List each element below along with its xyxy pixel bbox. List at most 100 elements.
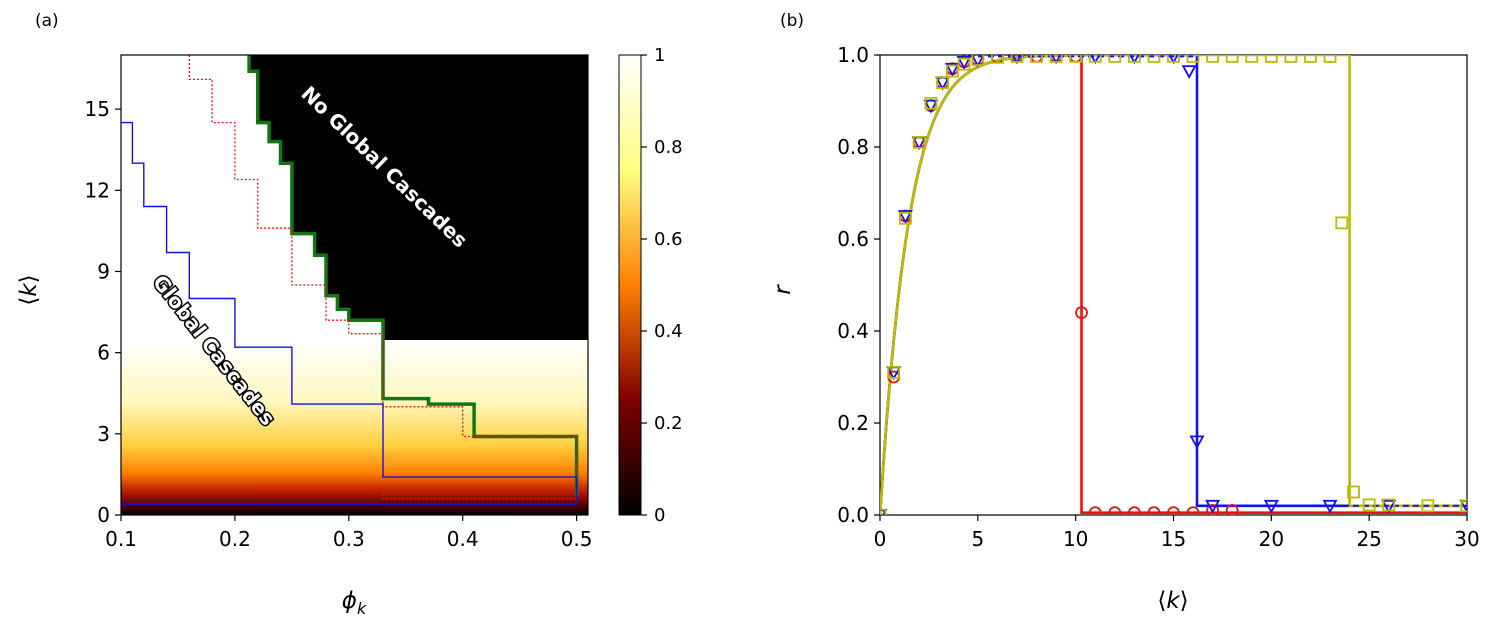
marker-yellow-square xyxy=(1127,55,1141,63)
marker-yellow-square xyxy=(1362,498,1376,512)
marker-blue-triangle xyxy=(1381,499,1397,514)
marker-yellow-square xyxy=(971,55,985,66)
marker-yellow-square xyxy=(1304,55,1317,63)
heatmap-axes: 0.1 0.2 0.3 0.4 0.5 0 3 6 9 12 15 xyxy=(85,97,593,551)
marker-yellow-square xyxy=(1264,55,1278,63)
heatmap-ytick-label: 6 xyxy=(97,341,110,365)
marker-blue-triangle xyxy=(1263,499,1279,514)
heatmap-xtick-label: 0.4 xyxy=(447,527,479,551)
marker-red-circle xyxy=(1186,506,1200,515)
curve-yellow xyxy=(880,55,1467,515)
line-plot-ytick-label: 0.6 xyxy=(837,227,869,251)
marker-blue-triangle xyxy=(1129,55,1140,65)
marker-yellow-square xyxy=(957,57,971,71)
marker-blue-triangle xyxy=(1090,55,1101,65)
line-plot-ytick-label: 0.4 xyxy=(837,319,869,343)
heatmap-ytick-label: 0 xyxy=(97,503,110,527)
marker-yellow-square xyxy=(1167,55,1180,63)
panel-b-label: (b) xyxy=(780,11,804,31)
marker-red-circle xyxy=(1088,506,1102,515)
marker-yellow-square xyxy=(936,76,950,89)
marker-blue-triangle xyxy=(923,99,939,114)
marker-yellow-square xyxy=(1347,485,1360,499)
marker-yellow-square xyxy=(1421,499,1435,513)
marker-yellow-square xyxy=(1108,55,1122,63)
marker-yellow-square xyxy=(945,64,959,78)
marker-yellow-square xyxy=(887,365,901,379)
colorbar-tick-label: 0.8 xyxy=(654,137,683,158)
line-plot-xtick-label: 20 xyxy=(1259,527,1284,551)
marker-red-circle xyxy=(1127,506,1141,515)
marker-yellow-square xyxy=(1069,55,1083,63)
heatmap-blue-boundary xyxy=(121,121,578,505)
heatmap-ytick-label: 12 xyxy=(85,178,110,202)
marker-blue-triangle xyxy=(1189,435,1205,450)
heatmap-xtick-label: 0.5 xyxy=(561,527,593,551)
marker-yellow-square xyxy=(1147,55,1161,63)
colorbar xyxy=(618,54,642,516)
line-plot-xtick-label: 25 xyxy=(1356,527,1381,551)
line-plot-xtick-label: 15 xyxy=(1161,527,1186,551)
marker-blue-triangle xyxy=(1051,55,1062,65)
marker-blue-triangle xyxy=(897,210,913,224)
heatmap-ytick-label: 3 xyxy=(97,422,110,446)
line-plot-xtick-label: 30 xyxy=(1454,527,1479,551)
marker-red-circle xyxy=(1206,504,1220,515)
colorbar-tick-label: 0.4 xyxy=(654,321,683,342)
colorbar-tick-label: 0.6 xyxy=(654,229,683,250)
marker-yellow-square xyxy=(1245,55,1259,63)
line-plot-axes: 0 5 10 15 20 25 30 0.0 0.2 0.4 0.6 0.8 1.0 xyxy=(837,43,1480,551)
line-plot-xtick-label: 5 xyxy=(971,527,984,551)
heatmap-ytick-label: 15 xyxy=(85,97,110,121)
heatmap-xlabel: ϕk xyxy=(342,588,367,618)
line-plot-xtick-label: 10 xyxy=(1063,527,1088,551)
heatmap-panel xyxy=(121,55,588,515)
line-plot-xtick-label: 0 xyxy=(874,527,887,551)
colorbar-tick-label: 0.2 xyxy=(654,413,683,434)
marker-yellow-square xyxy=(1460,499,1467,513)
marker-yellow-square xyxy=(1335,216,1349,230)
marker-yellow-square xyxy=(1186,55,1200,63)
heatmap-red-boundary xyxy=(188,55,578,500)
marker-yellow-square xyxy=(1030,55,1043,63)
line-plot-frame xyxy=(879,54,1468,516)
line-plot-series xyxy=(880,55,1467,515)
marker-red-circle xyxy=(1147,506,1161,515)
marker-yellow-square xyxy=(1323,55,1337,63)
marker-blue-triangle xyxy=(1181,65,1197,79)
marker-blue-triangle xyxy=(1459,499,1467,514)
marker-yellow-square xyxy=(1206,55,1220,63)
heatmap-low-k-band xyxy=(121,340,588,515)
heatmap-ylabel: ⟨k⟩ xyxy=(16,274,42,305)
line-plot-ytick-label: 0.0 xyxy=(837,503,869,527)
marker-blue-triangle xyxy=(1168,55,1179,65)
marker-red-circle xyxy=(1108,506,1122,515)
marker-yellow-square xyxy=(1088,55,1102,63)
marker-yellow-square xyxy=(1049,55,1063,63)
line-plot-ytick-label: 1.0 xyxy=(837,43,869,67)
curve-red xyxy=(880,55,1467,515)
heatmap-green-boundary xyxy=(247,55,579,497)
marker-blue-triangle xyxy=(956,56,972,70)
line-plot-ytick-label: 0.8 xyxy=(837,135,869,159)
marker-yellow-square xyxy=(1010,55,1024,63)
marker-blue-triangle xyxy=(971,55,985,68)
marker-blue-triangle xyxy=(1322,499,1338,514)
heatmap-xtick-label: 0.3 xyxy=(333,527,365,551)
marker-yellow-square xyxy=(991,55,1004,64)
colorbar-tick-label: 1 xyxy=(654,45,665,66)
marker-yellow-square xyxy=(899,211,912,225)
heatmap-ytick-label: 9 xyxy=(97,259,110,283)
marker-yellow-square xyxy=(924,96,938,110)
marker-yellow-square xyxy=(1225,55,1239,63)
line-plot-ylabel: r xyxy=(770,284,796,295)
heatmap-xtick-label: 0.2 xyxy=(219,527,251,551)
line-plot-xlabel: ⟨k⟩ xyxy=(1157,588,1188,614)
colorbar-ticks: 0 0.2 0.4 0.6 0.8 1 xyxy=(641,45,683,526)
panel-a-label: (a) xyxy=(35,11,59,31)
colorbar-tick-label: 0 xyxy=(654,505,665,526)
marker-blue-triangle xyxy=(944,62,960,77)
line-plot-ytick-label: 0.2 xyxy=(837,411,869,435)
heatmap-xtick-label: 0.1 xyxy=(105,527,137,551)
